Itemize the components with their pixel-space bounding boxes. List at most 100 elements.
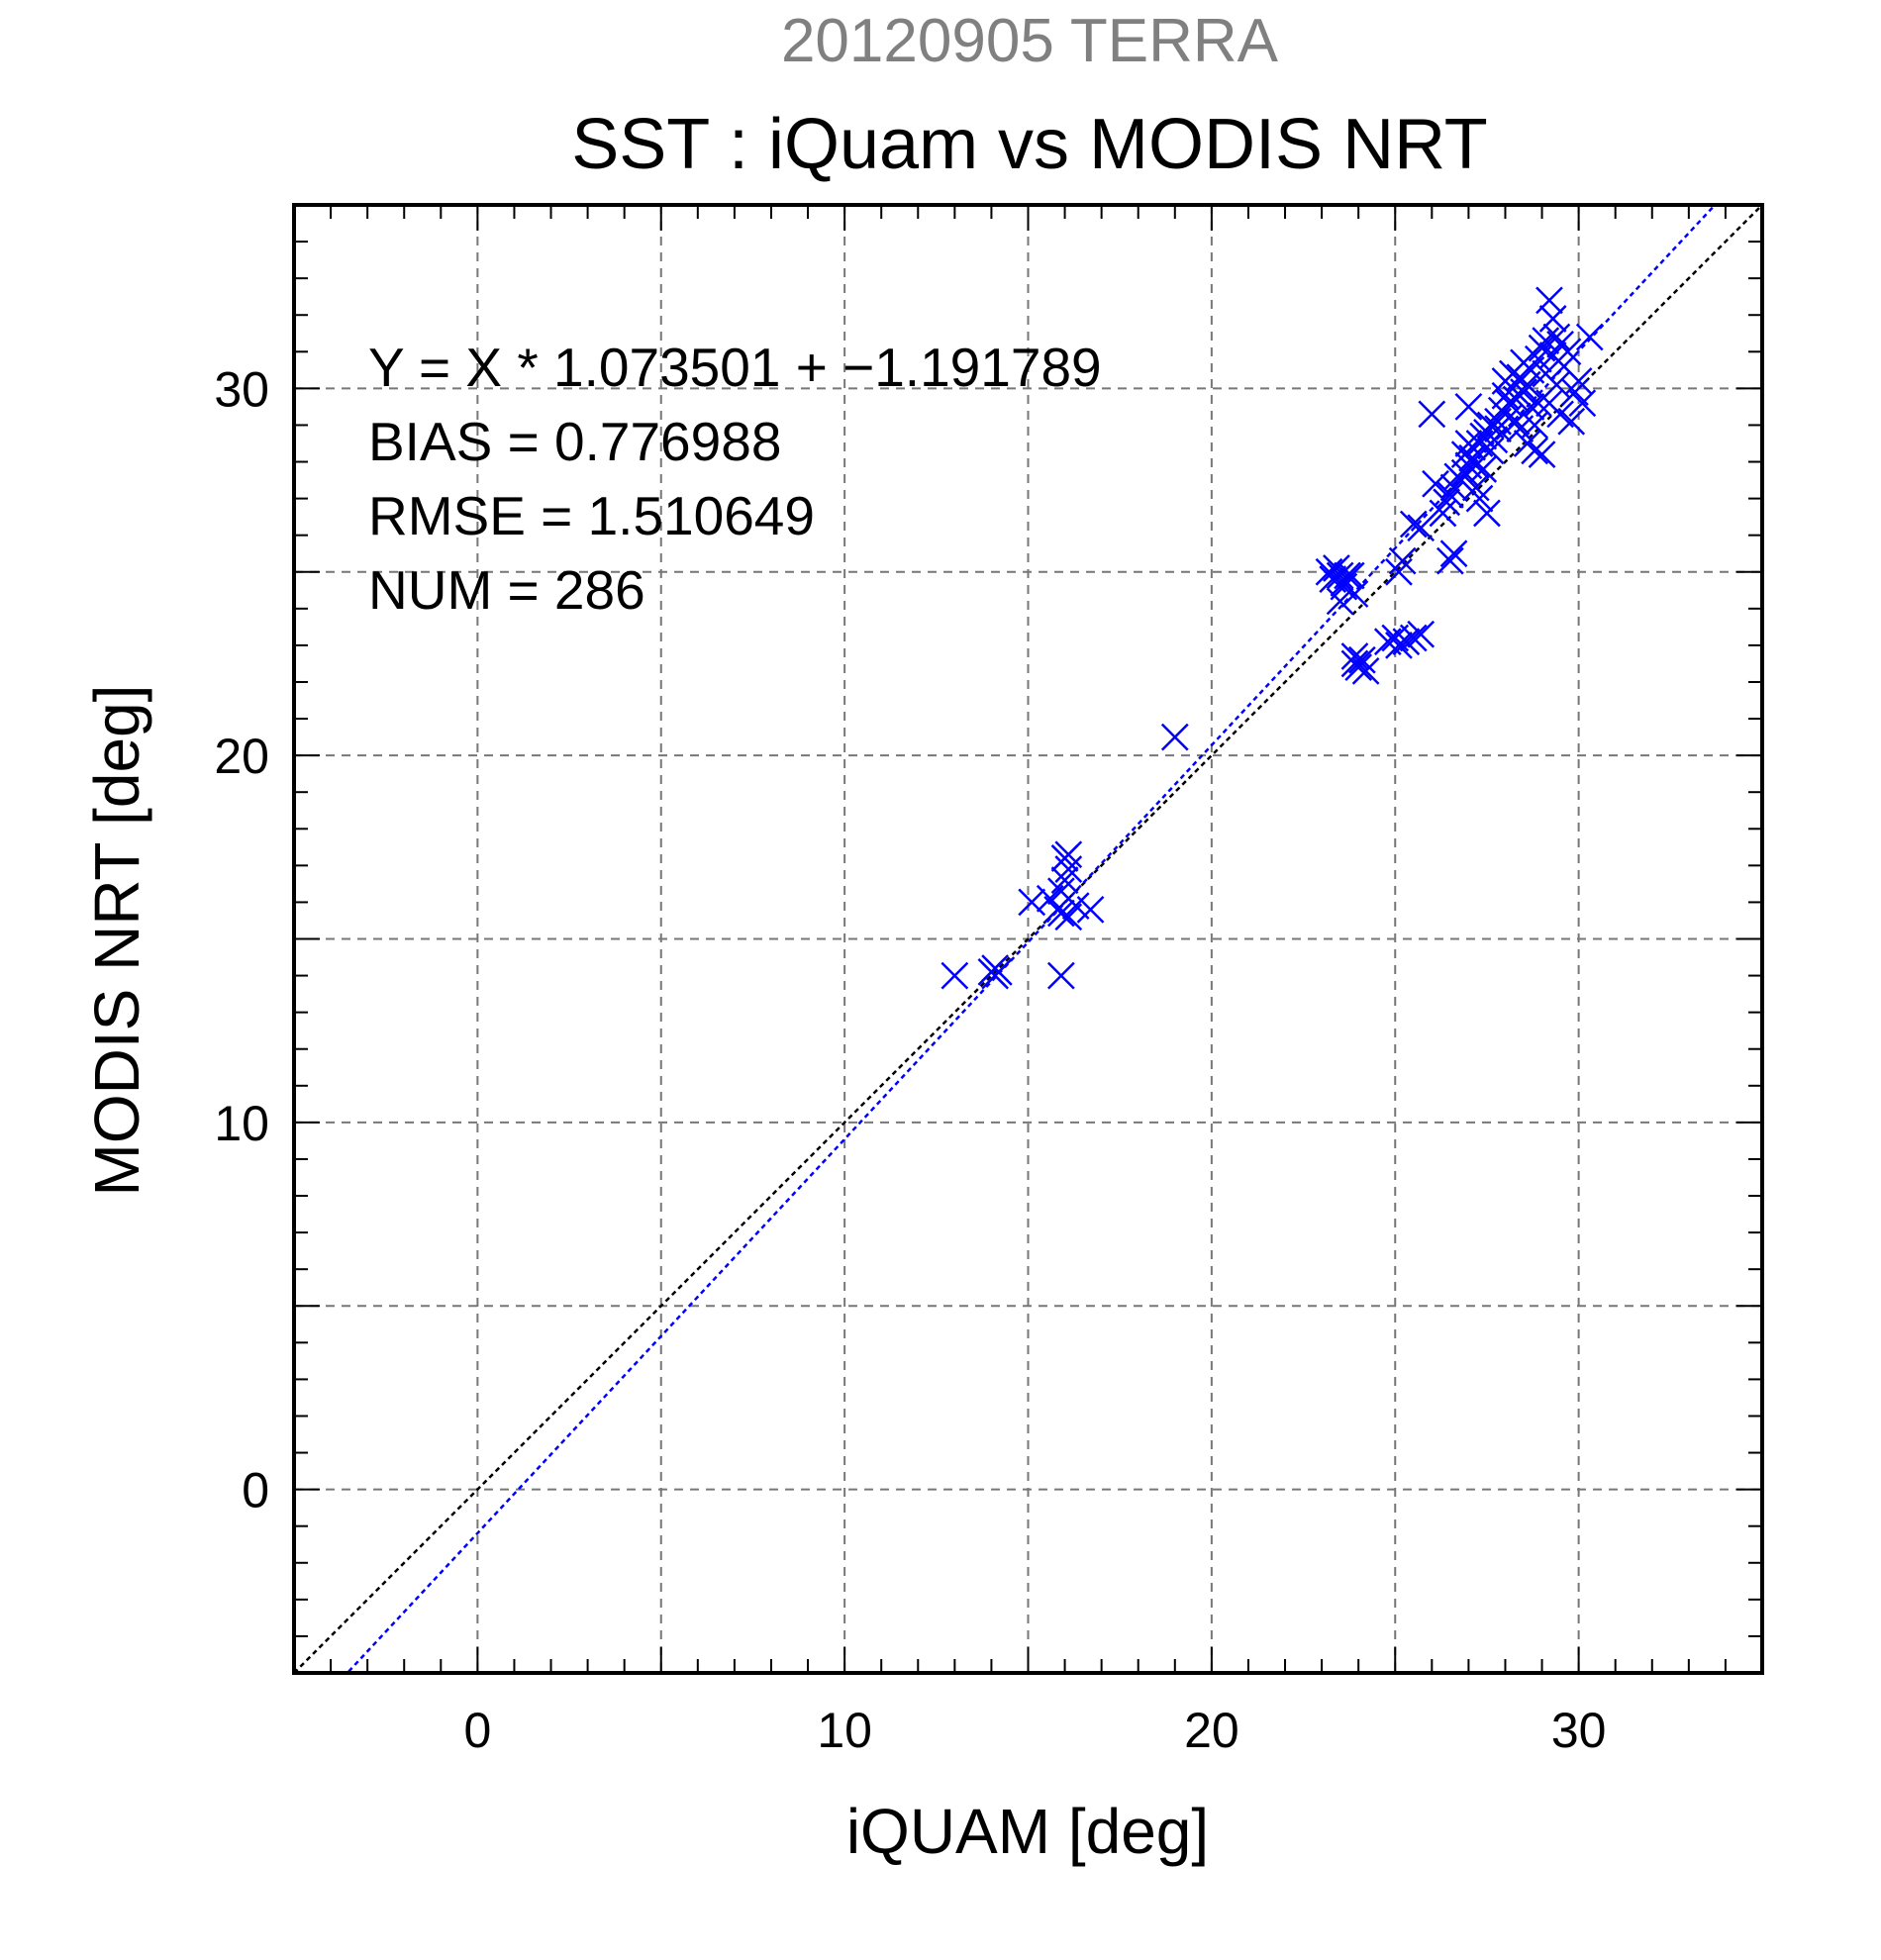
data-point	[1454, 393, 1483, 421]
stats-annotation: Y = X * 1.073501 + −1.191789 BIAS = 0.77…	[368, 337, 1102, 621]
num-value: NUM = 286	[368, 559, 645, 621]
data-point-stroke	[1542, 323, 1571, 351]
data-point-stroke	[1553, 338, 1582, 366]
data-point-stroke	[1517, 393, 1545, 421]
data-point-stroke	[1418, 400, 1446, 429]
data-point-stroke	[1473, 499, 1501, 528]
data-point-stroke	[1046, 877, 1075, 906]
data-point-stroke	[1469, 455, 1498, 483]
data-point	[1439, 539, 1468, 568]
data-point-stroke	[1046, 899, 1075, 928]
data-point-stroke	[1340, 642, 1369, 670]
data-point	[1568, 389, 1597, 418]
y-tick-label: 20	[214, 729, 269, 784]
data-point-stroke	[1054, 855, 1083, 883]
data-point-stroke	[1575, 323, 1604, 351]
data-point-stroke	[981, 961, 1010, 990]
data-point-stroke	[1538, 305, 1567, 333]
data-point	[1429, 499, 1457, 528]
data-point	[1385, 557, 1413, 586]
data-point	[1480, 426, 1509, 454]
data-point-stroke	[1326, 561, 1354, 590]
data-point-stroke	[1436, 546, 1464, 575]
data-point-stroke	[1528, 334, 1556, 362]
data-point	[1538, 305, 1567, 333]
data-point-stroke	[1385, 557, 1413, 586]
data-point	[1046, 961, 1075, 990]
data-point-stroke	[1557, 407, 1586, 436]
data-point-stroke	[1535, 286, 1563, 315]
data-point	[1517, 393, 1545, 421]
data-point	[1054, 903, 1083, 931]
data-point-stroke	[1480, 426, 1509, 454]
data-point-stroke	[1160, 723, 1189, 751]
data-point	[1433, 488, 1461, 517]
data-point-stroke	[940, 961, 969, 990]
chart-title: SST : iQuam vs MODIS NRT	[571, 105, 1488, 184]
data-point	[1407, 514, 1436, 542]
data-point	[1392, 628, 1421, 656]
data-point-stroke	[1407, 620, 1436, 648]
data-point	[1054, 855, 1083, 883]
data-point-stroke	[1018, 888, 1046, 917]
plot-frame	[292, 203, 1764, 1675]
data-point	[1344, 653, 1373, 682]
data-point	[1436, 546, 1464, 575]
data-point	[1326, 561, 1354, 590]
grid-lines	[294, 205, 1762, 1673]
data-point-stroke	[1054, 903, 1083, 931]
data-point-stroke	[1561, 378, 1589, 406]
x-tick-label: 30	[1551, 1703, 1607, 1758]
data-point-stroke	[1521, 437, 1549, 465]
data-point	[1469, 455, 1498, 483]
identity-line	[294, 205, 1762, 1673]
data-point	[1326, 587, 1354, 616]
data-point-stroke	[1347, 645, 1376, 674]
data-point-stroke	[1407, 514, 1436, 542]
data-point	[1334, 561, 1361, 590]
y-tick-label: 30	[214, 361, 269, 417]
data-point-stroke	[1546, 400, 1574, 429]
fit-equation: Y = X * 1.073501 + −1.191789	[368, 337, 1102, 398]
data-point	[1018, 888, 1046, 917]
tick-labels: 0 10 20 30 0 10 20 30	[214, 361, 1606, 1758]
data-point	[1388, 546, 1417, 575]
data-point	[1330, 568, 1358, 597]
data-point-stroke	[1399, 624, 1428, 652]
data-point-stroke	[1046, 961, 1075, 990]
data-point	[1521, 437, 1549, 465]
data-point-stroke	[1050, 866, 1079, 895]
data-point	[1054, 840, 1083, 869]
data-point-stroke	[1542, 370, 1571, 399]
data-point	[1575, 323, 1604, 351]
y-tick-label: 0	[242, 1463, 269, 1519]
data-point-stroke	[1476, 437, 1505, 465]
data-point	[1160, 723, 1189, 751]
data-point	[1351, 656, 1380, 685]
data-point	[1436, 481, 1464, 509]
data-point	[981, 961, 1010, 990]
data-point	[1050, 866, 1079, 895]
reference-lines	[294, 205, 1762, 1673]
data-point	[1407, 620, 1436, 648]
data-point	[1510, 378, 1537, 406]
data-point	[1046, 899, 1075, 928]
data-point-stroke	[1454, 393, 1483, 421]
x-tick-label: 10	[817, 1703, 872, 1758]
data-point-stroke	[1439, 539, 1468, 568]
data-point-stroke	[1476, 411, 1505, 440]
data-point	[1461, 473, 1490, 502]
data-point-stroke	[1433, 488, 1461, 517]
data-point	[1340, 642, 1369, 670]
chart-supertitle: 20120905 TERRA	[781, 7, 1279, 75]
data-point-stroke	[1326, 587, 1354, 616]
data-point-stroke	[1076, 895, 1105, 924]
x-tick-label: 0	[463, 1703, 491, 1758]
data-point-stroke	[1422, 469, 1449, 498]
data-point-stroke	[1461, 473, 1490, 502]
data-point-stroke	[1436, 481, 1464, 509]
data-point	[1542, 323, 1571, 351]
data-point-stroke	[1351, 656, 1380, 685]
data-point	[1385, 632, 1413, 659]
